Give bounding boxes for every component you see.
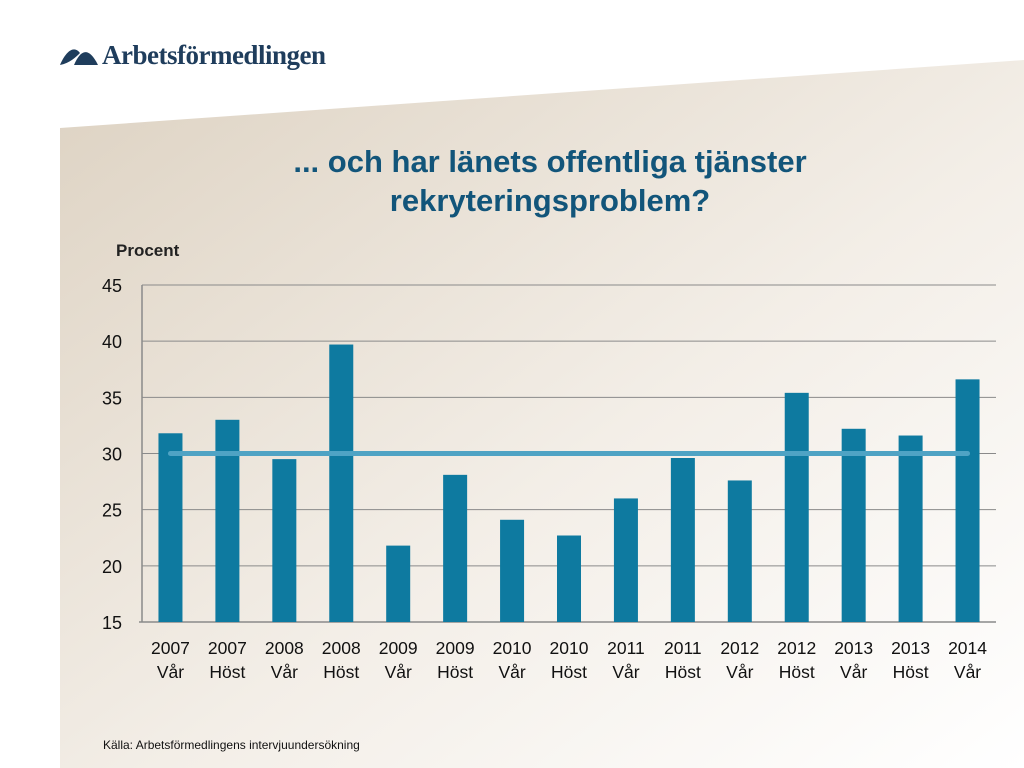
bar [898,435,923,622]
logo: Arbetsförmedlingen [58,38,326,72]
x-tick-label-year: 2007 [208,638,247,658]
x-tick-label-year: 2011 [607,638,645,658]
y-tick-label: 40 [102,332,122,352]
source-note: Källa: Arbetsförmedlingens intervjuunder… [103,738,360,752]
x-tick-label-year: 2010 [550,638,589,658]
x-tick-label-year: 2013 [834,638,873,658]
x-tick-label-season: Vår [157,662,184,682]
x-tick-label-season: Höst [665,662,701,682]
title-line-1: ... och har länets offentliga tjänster [293,144,807,179]
x-tick-label-year: 2009 [436,638,475,658]
bar [955,379,980,622]
x-tick-label-year: 2012 [777,638,816,658]
x-tick-label-season: Höst [323,662,359,682]
bar [727,480,752,622]
x-tick-label-season: Höst [437,662,473,682]
x-tick-label-season: Vår [271,662,298,682]
title-line-2: rekryteringsproblem? [389,183,711,218]
x-tick-label-season: Höst [551,662,587,682]
y-tick-label: 15 [102,613,122,633]
x-tick-label-season: Vår [726,662,753,682]
x-tick-label-season: Vår [385,662,412,682]
x-tick-label-season: Höst [779,662,815,682]
bar [215,419,240,622]
x-tick-label-year: 2007 [151,638,190,658]
bar [386,545,411,622]
bar [443,474,468,622]
y-axis-label: Procent [116,241,180,260]
y-tick-label: 45 [102,276,122,296]
x-tick-label-year: 2011 [664,638,702,658]
bar [329,344,354,622]
x-tick-label-season: Höst [893,662,929,682]
bar [500,519,525,622]
x-tick-label-season: Vår [954,662,981,682]
x-tick-label-season: Vår [612,662,639,682]
y-tick-label: 20 [102,557,122,577]
x-tick-label-year: 2008 [265,638,304,658]
x-tick-label-year: 2009 [379,638,418,658]
slide-title: ... och har länets offentliga tjänster r… [150,142,950,220]
x-tick-label-season: Vår [498,662,525,682]
x-tick-label-season: Vår [840,662,867,682]
bar [670,457,695,622]
y-tick-label: 30 [102,445,122,465]
y-tick-label: 25 [102,501,122,521]
x-tick-label-year: 2014 [948,638,987,658]
bar [272,459,297,622]
bar [158,433,183,622]
y-tick-label: 35 [102,388,122,408]
x-tick-label-year: 2013 [891,638,930,658]
x-tick-label-year: 2012 [720,638,759,658]
arbetsformedlingen-logo-icon [60,49,98,65]
bar [784,392,809,622]
bar [557,535,581,622]
bar [613,498,638,622]
x-tick-label-year: 2010 [493,638,532,658]
logo-text: Arbetsförmedlingen [102,39,326,70]
x-tick-label-season: Höst [209,662,245,682]
bar [841,428,866,622]
x-tick-label-year: 2008 [322,638,361,658]
